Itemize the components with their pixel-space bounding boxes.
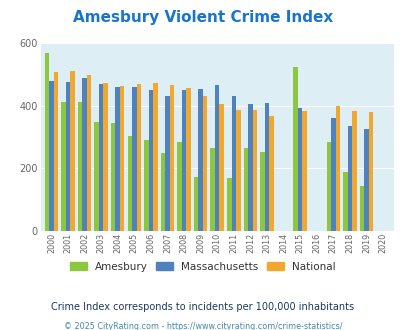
Bar (243, 148, 247, 231)
Bar (49, 81, 53, 231)
Bar (99, 84, 103, 231)
Bar (342, 172, 347, 231)
Text: Amesbury Violent Crime Index: Amesbury Violent Crime Index (72, 10, 333, 25)
Bar (181, 90, 186, 231)
Bar (153, 83, 157, 231)
Bar (202, 96, 207, 231)
Bar (111, 123, 115, 231)
Bar (103, 83, 108, 231)
Bar (269, 115, 273, 231)
Bar (330, 118, 335, 231)
Bar (119, 86, 124, 231)
Bar (214, 85, 219, 231)
Legend: Amesbury, Massachusetts, National: Amesbury, Massachusetts, National (68, 259, 337, 274)
Bar (87, 75, 91, 231)
Bar (115, 87, 119, 231)
Bar (210, 148, 214, 231)
Bar (70, 71, 75, 231)
Bar (45, 53, 49, 231)
Bar (186, 88, 190, 231)
Bar (78, 102, 82, 231)
Bar (177, 142, 181, 231)
Bar (132, 87, 136, 231)
Bar (160, 153, 165, 231)
Bar (198, 89, 202, 231)
Bar (144, 140, 148, 231)
Bar (347, 126, 351, 231)
Bar (351, 111, 356, 231)
Bar (136, 84, 141, 231)
Bar (252, 110, 256, 231)
Bar (226, 178, 231, 231)
Bar (82, 78, 87, 231)
Bar (127, 136, 132, 231)
Bar (231, 96, 235, 231)
Bar (94, 122, 99, 231)
Bar (368, 112, 372, 231)
Bar (61, 103, 66, 231)
Bar (165, 96, 169, 231)
Bar (293, 67, 297, 231)
Bar (194, 177, 198, 231)
Bar (326, 142, 330, 231)
Bar (297, 108, 302, 231)
Bar (219, 104, 224, 231)
Bar (264, 103, 269, 231)
Text: Crime Index corresponds to incidents per 100,000 inhabitants: Crime Index corresponds to incidents per… (51, 302, 354, 312)
Bar (359, 185, 363, 231)
Bar (148, 90, 153, 231)
Bar (53, 72, 58, 231)
Bar (235, 110, 240, 231)
Bar (335, 106, 339, 231)
Bar (260, 152, 264, 231)
Bar (247, 104, 252, 231)
Bar (363, 129, 368, 231)
Bar (169, 85, 174, 231)
Bar (302, 111, 306, 231)
Bar (66, 82, 70, 231)
Text: © 2025 CityRating.com - https://www.cityrating.com/crime-statistics/: © 2025 CityRating.com - https://www.city… (64, 322, 341, 330)
